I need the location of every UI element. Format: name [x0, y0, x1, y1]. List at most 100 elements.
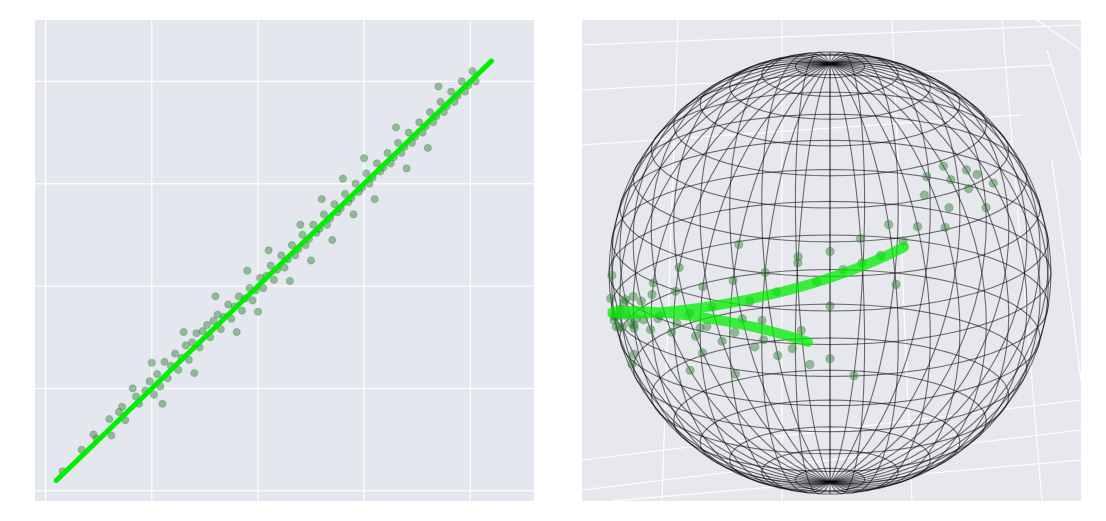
sphere-parallel — [761, 449, 899, 495]
data-point — [253, 307, 263, 316]
data-point — [617, 322, 628, 332]
data-point — [685, 365, 695, 375]
data-point — [89, 430, 98, 439]
data-point — [825, 246, 835, 257]
pane-grid-line — [582, 24, 1081, 46]
data-point — [330, 200, 339, 209]
data-point — [319, 210, 328, 219]
data-point — [131, 392, 141, 401]
sphere-parallel — [608, 200, 1052, 346]
data-point — [698, 281, 708, 292]
sphere-parallel — [673, 369, 987, 473]
data-point — [259, 284, 268, 293]
pane-grid-line — [661, 20, 679, 501]
data-point — [695, 323, 705, 333]
data-point — [213, 310, 222, 319]
data-point — [750, 342, 760, 352]
data-point — [198, 327, 207, 336]
data-point — [425, 108, 435, 117]
data-point — [360, 154, 369, 163]
data-point — [340, 189, 350, 199]
fit-line — [53, 58, 495, 484]
data-point — [981, 203, 991, 213]
data-point — [105, 415, 114, 424]
data-point — [717, 336, 727, 346]
pane-grid-line — [1051, 159, 1081, 381]
data-point — [202, 320, 212, 330]
sphere-parallel — [619, 268, 1041, 407]
data-point — [961, 165, 972, 175]
data-point — [447, 87, 456, 96]
data-point — [922, 172, 932, 182]
data-point — [107, 431, 116, 440]
data-point — [160, 357, 169, 366]
data-point — [211, 292, 220, 301]
data-point — [760, 267, 770, 278]
scatter-fit-panel — [35, 20, 534, 501]
data-point — [171, 349, 180, 358]
data-point — [884, 219, 894, 230]
data-point — [648, 278, 659, 288]
pane-grid-line — [582, 64, 1053, 91]
pane-grid-line — [891, 20, 913, 501]
data-point — [434, 82, 443, 91]
data-point — [237, 306, 247, 315]
data-point — [179, 328, 188, 337]
data-point — [627, 359, 637, 369]
data-point — [825, 301, 835, 311]
data-point — [351, 179, 360, 188]
data-point — [188, 338, 197, 347]
data-point — [296, 220, 305, 229]
data-point — [216, 325, 225, 334]
data-point — [629, 323, 639, 333]
data-point — [224, 300, 233, 309]
data-point — [636, 296, 646, 306]
data-point — [468, 67, 477, 76]
data-point — [264, 246, 273, 255]
fit-curve — [607, 241, 909, 347]
data-point — [248, 296, 257, 305]
data-point — [404, 128, 413, 137]
data-point — [629, 349, 639, 359]
sphere-parallel — [611, 169, 1049, 312]
data-point — [919, 190, 930, 200]
data-point — [697, 348, 708, 358]
data-point — [938, 161, 949, 171]
data-point — [287, 241, 296, 250]
data-point — [372, 159, 381, 168]
data-point — [128, 384, 137, 393]
pane-grid-line — [582, 114, 1023, 146]
sphere-parallel — [619, 139, 1041, 278]
data-point — [988, 178, 998, 188]
data-point — [645, 324, 656, 335]
data-point — [793, 252, 803, 262]
data-point — [391, 123, 401, 132]
data-point — [190, 369, 199, 378]
data-point — [730, 327, 740, 338]
data-point — [611, 322, 622, 332]
data-point — [280, 263, 289, 272]
data-point — [849, 371, 859, 381]
data-point — [607, 270, 617, 281]
sphere-parallel — [650, 337, 1010, 455]
data-point — [963, 184, 974, 194]
data-point — [620, 294, 631, 305]
data-point — [285, 276, 294, 286]
sphere-parallel — [699, 61, 961, 147]
data-point — [670, 286, 681, 296]
data-point — [232, 328, 241, 337]
data-point — [946, 175, 956, 185]
scatter-fit-chart — [35, 20, 534, 501]
data-point — [825, 353, 835, 364]
data-point — [728, 275, 738, 286]
data-point — [118, 402, 127, 411]
data-point — [628, 291, 638, 302]
data-point — [423, 143, 432, 153]
data-point — [317, 195, 326, 204]
data-point — [243, 266, 252, 275]
data-point — [234, 292, 243, 301]
data-point — [805, 359, 815, 370]
data-point — [174, 365, 183, 375]
data-point — [940, 222, 950, 233]
data-point — [672, 318, 682, 329]
